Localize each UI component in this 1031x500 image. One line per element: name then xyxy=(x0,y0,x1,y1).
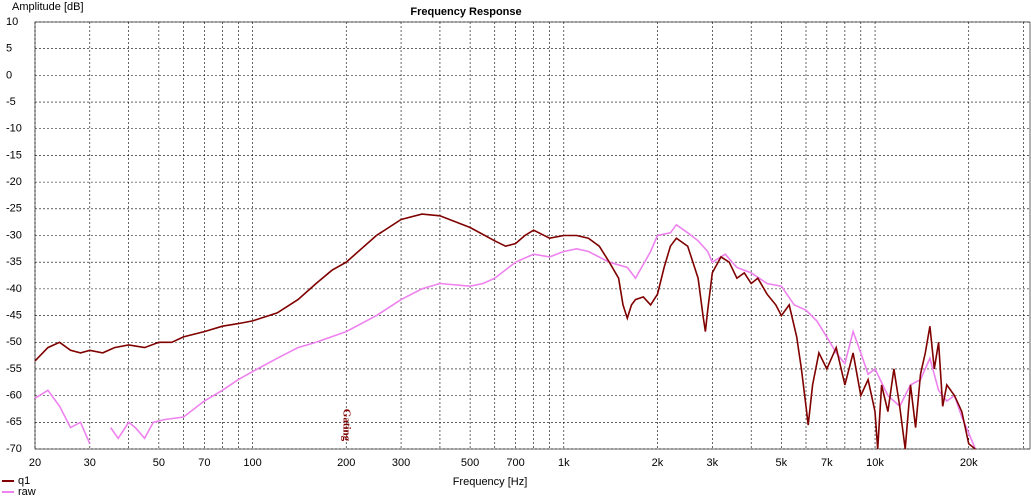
annotation: Gating xyxy=(341,409,353,442)
x-tick-label: 700 xyxy=(506,457,524,469)
y-tick-label: -55 xyxy=(6,363,22,375)
series-line xyxy=(109,223,977,450)
x-tick-label: 100 xyxy=(243,457,261,469)
y-tick-label: -5 xyxy=(6,96,16,108)
y-tick-label: -40 xyxy=(6,283,22,295)
y-tick-label: -10 xyxy=(6,123,22,135)
y-axis-label: Amplitude [dB] xyxy=(12,1,84,13)
y-tick-label: -30 xyxy=(6,229,22,241)
x-tick-label: 30 xyxy=(84,457,96,469)
x-tick-label: 20 xyxy=(29,457,41,469)
x-axis-label: Frequency [Hz] xyxy=(453,476,528,488)
y-tick-label: -15 xyxy=(6,149,22,161)
x-tick-label: 7k xyxy=(821,457,833,469)
y-tick-label: 10 xyxy=(6,16,18,28)
y-tick-label: -60 xyxy=(6,390,22,402)
y-tick-label: -20 xyxy=(6,176,22,188)
x-tick-label: 300 xyxy=(392,457,410,469)
y-tick-label: -35 xyxy=(6,256,22,268)
x-tick-label: 70 xyxy=(198,457,210,469)
y-tick-label: -70 xyxy=(6,443,22,455)
y-tick-label: 5 xyxy=(6,43,12,55)
y-tick-label: 0 xyxy=(6,69,12,81)
y-tick-label: -65 xyxy=(6,416,22,428)
y-tick-label: -25 xyxy=(6,203,22,215)
x-tick-label: 20k xyxy=(960,457,978,469)
legend-label: raw xyxy=(18,486,36,498)
x-tick-label: 10k xyxy=(866,457,884,469)
y-tick-label: -50 xyxy=(6,336,22,348)
series-line xyxy=(34,389,91,445)
legend-label: q1 xyxy=(18,475,30,487)
x-tick-label: 5k xyxy=(776,457,788,469)
series-line xyxy=(34,213,976,450)
chart-title: Frequency Response xyxy=(410,6,521,18)
x-tick-label: 2k xyxy=(652,457,664,469)
x-tick-label: 3k xyxy=(706,457,718,469)
x-tick-label: 1k xyxy=(558,457,570,469)
x-tick-label: 50 xyxy=(153,457,165,469)
y-tick-label: -45 xyxy=(6,309,22,321)
x-tick-label: 200 xyxy=(337,457,355,469)
x-tick-label: 500 xyxy=(461,457,479,469)
